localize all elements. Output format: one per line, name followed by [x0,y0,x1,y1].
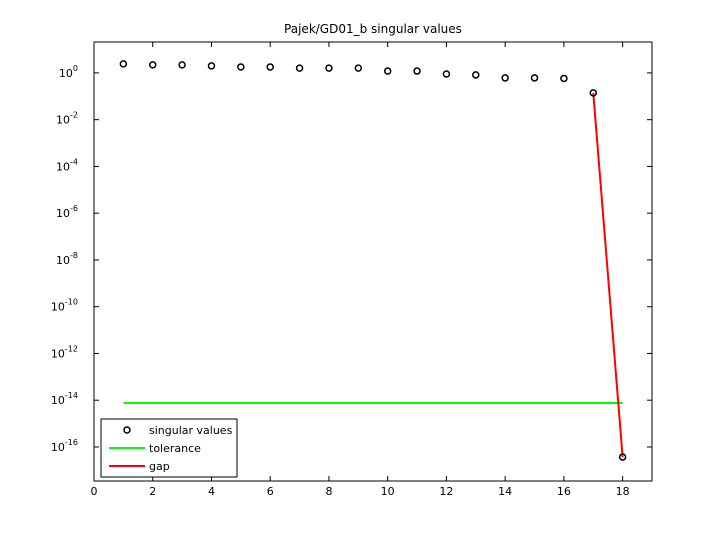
x-tick-label: 6 [267,485,274,498]
x-tick-label: 14 [498,485,512,498]
data-point [354,64,363,72]
y-tick-label: 10-6 [56,204,78,220]
y-tick-label: 10-2 [56,111,78,127]
data-point [295,64,304,72]
y-tick-label: 10-12 [51,344,78,360]
x-tick-label: 0 [91,485,98,498]
x-tick-label: 4 [208,485,215,498]
data-point [266,63,274,71]
data-point [413,67,421,75]
x-tick-label: 10 [381,485,395,498]
x-tick-label: 18 [616,485,630,498]
data-point [119,60,128,68]
data-point [618,453,627,461]
legend-label: singular values [149,424,233,437]
data-point [148,61,157,69]
data-point [560,74,568,83]
legend: singular values tolerance gap [100,418,238,478]
y-tick-label: 10-10 [51,298,78,314]
y-tick-label: 100 [59,64,78,80]
y-tick-label: 10-14 [51,391,78,407]
data-point [589,89,598,97]
y-tick-label: 10-8 [56,251,78,267]
data-point [501,74,509,82]
data-point [207,62,216,70]
legend-label: gap [149,460,170,473]
data-point [530,74,539,82]
data-line [592,92,624,458]
data-point [442,70,451,78]
data-point [383,67,392,75]
legend-label: tolerance [149,442,201,455]
data-point [325,64,333,72]
x-tick-label: 16 [557,485,571,498]
x-tick-label: 8 [325,485,332,498]
data-point [178,61,186,69]
data-point [237,63,245,71]
y-tick-label: 10-16 [51,438,78,454]
x-tick-label: 2 [149,485,156,498]
legend-marker [123,426,131,434]
data-point [472,71,480,79]
y-tick-label: 10-4 [56,157,78,173]
chart-title: Pajek/GD01_b singular values [284,22,462,36]
x-tick-label: 12 [439,485,453,498]
plot-area [93,41,653,482]
